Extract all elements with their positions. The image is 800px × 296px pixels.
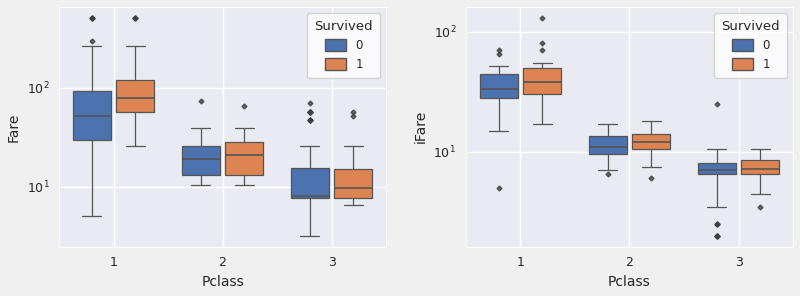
X-axis label: Pclass: Pclass [608,275,651,289]
PathPatch shape [182,146,220,175]
X-axis label: Pclass: Pclass [201,275,244,289]
Y-axis label: iFare: iFare [414,110,428,144]
PathPatch shape [116,80,154,112]
Y-axis label: Fare: Fare [7,112,21,141]
PathPatch shape [334,168,373,197]
PathPatch shape [479,74,518,98]
PathPatch shape [698,163,736,174]
PathPatch shape [73,91,110,139]
PathPatch shape [632,134,670,149]
PathPatch shape [523,68,562,94]
PathPatch shape [589,136,626,155]
Legend: 0, 1: 0, 1 [307,13,380,78]
Legend: 0, 1: 0, 1 [714,13,787,78]
PathPatch shape [742,160,779,174]
PathPatch shape [290,168,329,197]
PathPatch shape [226,142,263,175]
